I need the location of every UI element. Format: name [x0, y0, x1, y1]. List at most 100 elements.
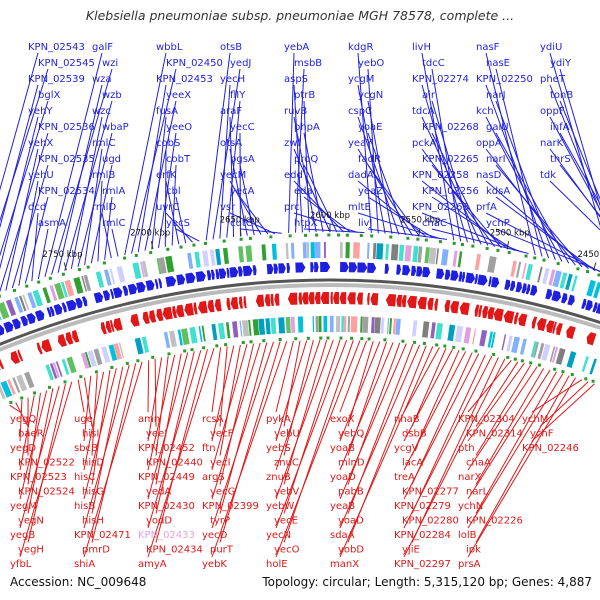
gene-label[interactable]: mltE [348, 202, 371, 213]
gene-label[interactable]: kdgR [348, 42, 373, 53]
gene-label[interactable]: yfbL [10, 559, 32, 570]
gene-label[interactable]: nhaB [394, 414, 420, 425]
gene-label[interactable]: rmlD [92, 202, 116, 213]
gene-label[interactable]: KPN_02250 [476, 74, 533, 85]
gene-label[interactable]: yecO [274, 545, 300, 556]
gene-label[interactable]: dcd [28, 202, 46, 213]
gene-label[interactable]: yegQ [10, 414, 36, 425]
gene-label[interactable]: yegD [10, 443, 36, 454]
gene-label[interactable]: ychM [522, 414, 548, 425]
gene-label[interactable]: zwf [284, 138, 301, 149]
gene-label[interactable]: yegN [18, 516, 44, 527]
gene-label[interactable]: yebK [202, 559, 227, 570]
gene-label[interactable]: tdcA [412, 106, 435, 117]
gene-label[interactable]: cutC [230, 218, 253, 229]
gene-label[interactable]: KPN_02279 [394, 501, 451, 512]
gene-label[interactable]: yegM [10, 501, 37, 512]
gene-label[interactable]: yebQ [338, 429, 364, 440]
gene-label[interactable]: pabB [338, 487, 364, 498]
gene-label[interactable]: ftn [202, 443, 216, 454]
gene-label[interactable]: ychF [530, 429, 554, 440]
gene-label[interactable]: rmlC [92, 138, 115, 149]
gene-label[interactable]: yegB [10, 530, 35, 541]
gene-label[interactable]: KPN_02265 [422, 154, 479, 165]
gene-label[interactable]: pheT [540, 74, 566, 85]
gene-label[interactable]: baeR [18, 429, 44, 440]
gene-label[interactable]: KPN_02471 [74, 530, 131, 541]
gene-label[interactable]: otsB [220, 42, 242, 53]
gene-label[interactable]: KPN_02280 [402, 516, 459, 527]
gene-label[interactable]: znuC [274, 458, 299, 469]
gene-label[interactable]: ugd [102, 154, 121, 165]
gene-label[interactable]: yeeI [146, 429, 167, 440]
gene-label[interactable]: eda [294, 186, 313, 197]
gene-label[interactable]: yoaD [338, 516, 364, 527]
gene-label[interactable]: KPN_02314 [466, 429, 523, 440]
gene-label[interactable]: sbcB [74, 443, 98, 454]
gene-label[interactable]: KPN_02433 [138, 530, 195, 541]
gene-label[interactable]: ycgM [348, 74, 374, 85]
gene-label[interactable]: oppA [476, 138, 502, 149]
gene-label[interactable]: air [422, 90, 436, 101]
gene-label[interactable]: purT [210, 545, 234, 556]
gene-label[interactable]: KPN_02536 [38, 122, 95, 133]
gene-label[interactable]: ydiU [540, 42, 562, 53]
gene-label[interactable]: mlnD [338, 458, 365, 469]
gene-label[interactable]: oppF [540, 106, 565, 117]
gene-label[interactable]: rmlC [102, 218, 125, 229]
gene-label[interactable]: KPN_02539 [28, 74, 85, 85]
gene-label[interactable]: hisD [82, 458, 104, 469]
gene-label[interactable]: hisG [82, 487, 104, 498]
gene-label[interactable]: prc [284, 202, 300, 213]
gene-label[interactable]: cspC [348, 106, 372, 117]
gene-label[interactable]: KPN_02274 [412, 74, 469, 85]
gene-label[interactable]: KPN_02535 [38, 154, 95, 165]
gene-label[interactable]: KPN_02534 [38, 186, 95, 197]
gene-label[interactable]: uvrC [156, 202, 179, 213]
gene-label[interactable]: prfA [476, 202, 497, 213]
gene-label[interactable]: rmlB [92, 170, 115, 181]
gene-label[interactable]: pmrD [82, 545, 110, 556]
gene-label[interactable]: yebA [284, 42, 309, 53]
gene-label[interactable]: galU [486, 122, 509, 133]
gene-label[interactable]: wbbL [156, 42, 183, 53]
gene-label[interactable]: exoX [330, 414, 355, 425]
gene-label[interactable]: msbB [294, 58, 322, 69]
gene-label[interactable]: htpX [294, 218, 318, 229]
gene-label[interactable]: pckA [412, 138, 437, 149]
gene-label[interactable]: KPN_02304 [458, 414, 515, 425]
gene-label[interactable]: kdsA [486, 186, 510, 197]
gene-label[interactable]: livJ [358, 218, 372, 229]
gene-label[interactable]: argS [202, 472, 225, 483]
gene-label[interactable]: dsbB [402, 429, 427, 440]
gene-label[interactable]: proQ [294, 154, 318, 165]
gene-label[interactable]: ptrB [294, 90, 315, 101]
gene-label[interactable]: hisC [74, 472, 95, 483]
gene-label[interactable]: tdk [540, 170, 556, 181]
gene-label[interactable]: KPN_02226 [466, 516, 523, 527]
gene-label[interactable]: wza [92, 74, 112, 85]
gene-label[interactable]: wzi [102, 58, 118, 69]
gene-label[interactable]: kch [476, 106, 494, 117]
gene-label[interactable]: tyrP [210, 516, 230, 527]
gene-label[interactable]: ycgN [358, 90, 383, 101]
gene-label[interactable]: ychP [486, 218, 510, 229]
gene-label[interactable]: pth [458, 443, 475, 454]
gene-label[interactable]: KPN_02450 [166, 58, 223, 69]
gene-label[interactable]: KPN_02277 [402, 487, 459, 498]
gene-label[interactable]: yecS [166, 218, 190, 229]
gene-label[interactable]: aspS [284, 74, 308, 85]
gene-label[interactable]: yeaB [330, 501, 355, 512]
gene-label[interactable]: yebW [266, 501, 294, 512]
gene-label[interactable]: lacA [402, 458, 423, 469]
gene-label[interactable]: hisH [82, 516, 104, 527]
gene-label[interactable]: ruvB [284, 106, 307, 117]
gene-label[interactable]: yoaD [330, 472, 356, 483]
gene-label[interactable]: yegH [18, 545, 44, 556]
gene-label[interactable]: narJ [486, 90, 506, 101]
gene-label[interactable]: narX [458, 472, 482, 483]
gene-label[interactable]: erfK [156, 170, 177, 181]
gene-label[interactable]: manX [330, 559, 359, 570]
gene-label[interactable]: rcsA [202, 414, 224, 425]
gene-label[interactable]: yeaZ [358, 186, 383, 197]
